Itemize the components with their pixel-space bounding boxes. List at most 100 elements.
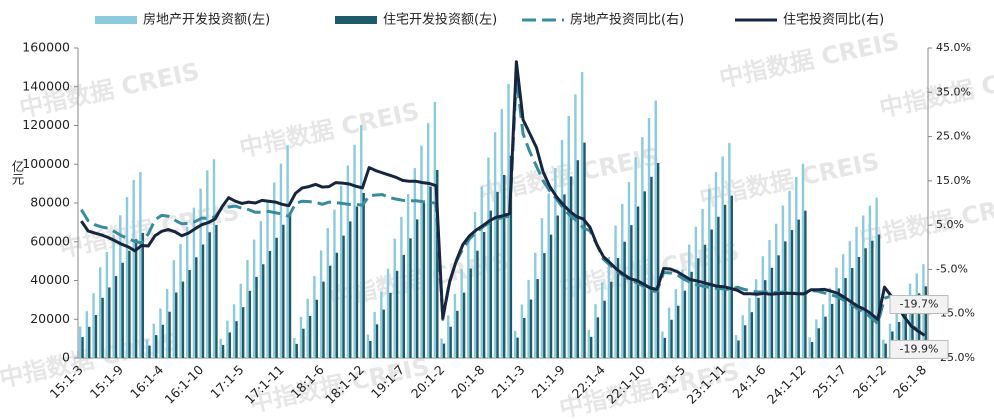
y2-tick-label: 15.0% xyxy=(936,174,971,187)
bar xyxy=(415,219,419,358)
bar xyxy=(476,250,479,358)
bar xyxy=(373,311,376,358)
y-tick-label: 80000 xyxy=(30,195,70,210)
bar xyxy=(386,268,390,358)
bar xyxy=(569,176,573,358)
bar xyxy=(402,254,406,358)
bar xyxy=(152,323,155,358)
bar xyxy=(868,205,872,358)
bar xyxy=(192,207,196,358)
bar xyxy=(690,271,693,358)
bar xyxy=(804,210,807,358)
bar xyxy=(94,315,98,358)
bar xyxy=(547,193,550,358)
bar xyxy=(580,72,584,359)
bar xyxy=(656,162,660,358)
x-tick-label: 17:1-5 xyxy=(207,362,246,401)
y-tick-label: 160000 xyxy=(22,40,70,55)
bar xyxy=(473,212,477,358)
bar xyxy=(78,326,82,358)
bar xyxy=(667,307,671,358)
y-tick-label: 40000 xyxy=(30,272,70,287)
bar xyxy=(493,132,497,358)
bar xyxy=(728,143,731,358)
bar xyxy=(841,254,845,358)
bar xyxy=(315,299,319,358)
bar xyxy=(400,216,403,358)
legend-label: 住宅开发投资额(左) xyxy=(383,12,497,28)
y-tick-label: 140000 xyxy=(22,78,70,93)
bar xyxy=(623,241,626,358)
bar xyxy=(710,229,713,358)
bar xyxy=(295,343,298,358)
bar xyxy=(360,124,363,359)
bar xyxy=(255,276,258,358)
bar xyxy=(817,328,820,358)
bar xyxy=(924,286,928,358)
legend-swatch xyxy=(335,16,377,24)
bar xyxy=(322,281,325,358)
bar xyxy=(855,226,858,358)
bar xyxy=(630,225,633,358)
bar xyxy=(768,240,771,358)
bar xyxy=(862,215,865,358)
bar xyxy=(703,244,707,358)
bar xyxy=(877,234,881,358)
bar xyxy=(279,163,283,358)
bar xyxy=(527,280,530,358)
bar xyxy=(212,159,216,358)
bar xyxy=(186,226,189,358)
bar xyxy=(871,240,874,358)
bar xyxy=(603,300,606,358)
bar xyxy=(273,182,276,358)
y-tick-label: 60000 xyxy=(30,233,70,248)
bar xyxy=(830,303,834,358)
bar xyxy=(422,202,426,358)
bar xyxy=(748,298,751,358)
legend-label: 房地产开发投资额(左) xyxy=(143,12,270,28)
bar xyxy=(882,339,885,358)
bar xyxy=(268,250,272,358)
bar xyxy=(917,293,921,358)
x-tick-label: 21:1-3 xyxy=(488,362,527,401)
bar xyxy=(248,290,252,358)
x-tick-label: 26:1-8 xyxy=(890,362,929,401)
bar xyxy=(353,144,356,358)
bar xyxy=(235,321,238,358)
bar xyxy=(895,311,898,358)
bar xyxy=(208,232,211,358)
bar xyxy=(99,267,102,358)
bar xyxy=(681,269,684,358)
bar xyxy=(246,259,249,358)
bar xyxy=(616,258,620,358)
bar xyxy=(81,337,84,358)
bar xyxy=(750,312,754,358)
watermark: 中指数据 CREIS xyxy=(717,27,902,92)
bar xyxy=(687,244,691,358)
bar xyxy=(346,165,350,358)
bar xyxy=(349,221,352,358)
bar xyxy=(647,118,651,358)
bar xyxy=(627,182,631,358)
annotation-box xyxy=(889,339,949,359)
bar xyxy=(697,258,700,358)
bar xyxy=(382,309,385,358)
bar xyxy=(556,215,559,358)
bar xyxy=(181,281,185,358)
annotation: -19.9% xyxy=(900,342,939,355)
bar xyxy=(215,224,218,358)
y-axis-label: 亿元 xyxy=(10,159,25,186)
bar xyxy=(232,304,236,358)
bar xyxy=(469,268,472,358)
x-tick-label: 16:1-10 xyxy=(162,362,207,407)
y2-tick-label: 5.0% xyxy=(936,218,964,231)
bar xyxy=(516,337,519,358)
bar xyxy=(85,311,89,358)
watermark: 中指数据 CREIS xyxy=(237,97,422,162)
bar xyxy=(440,338,443,358)
bar xyxy=(708,188,711,358)
bar xyxy=(775,223,778,358)
annotation: -19.7% xyxy=(900,298,939,311)
bar xyxy=(219,338,222,358)
